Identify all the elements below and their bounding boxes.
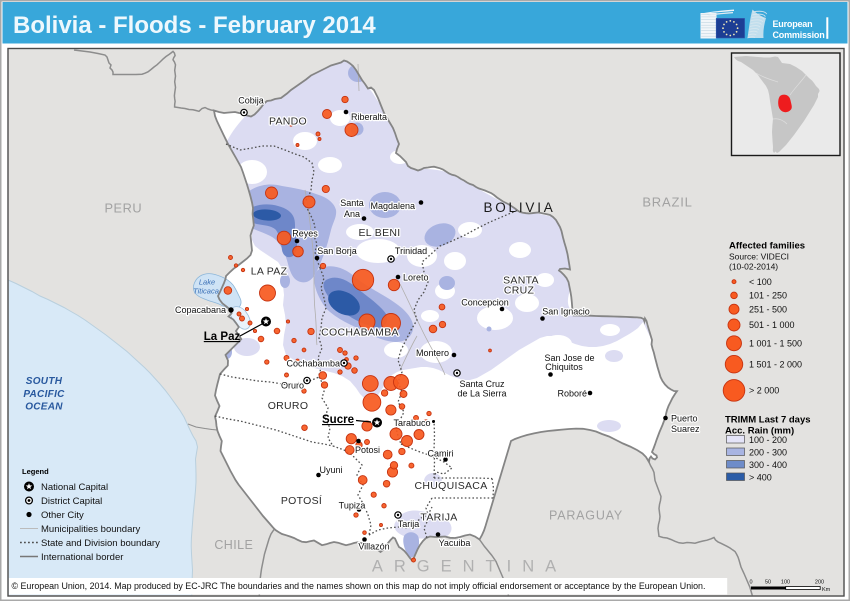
svg-text:100 - 200: 100 - 200 [749, 435, 787, 445]
svg-text:European: European [773, 19, 813, 29]
svg-text:300 - 400: 300 - 400 [749, 460, 787, 470]
svg-text:1 001 - 1 500: 1 001 - 1 500 [749, 339, 802, 349]
svg-text:Cobija: Cobija [238, 96, 264, 106]
svg-text:State and Division boundary: State and Division boundary [41, 538, 160, 549]
svg-text:San Ignacio: San Ignacio [542, 307, 590, 317]
svg-text:Suarez: Suarez [671, 424, 700, 434]
svg-text:PERU: PERU [105, 201, 143, 216]
svg-text:Uyuni: Uyuni [319, 465, 342, 475]
svg-text:EL BENI: EL BENI [359, 227, 401, 239]
svg-text:Chiquitos: Chiquitos [545, 362, 583, 372]
svg-text:Lake: Lake [199, 278, 215, 287]
svg-text:CHILE: CHILE [214, 538, 253, 552]
svg-text:SANTA: SANTA [503, 275, 539, 287]
svg-text:PANDO: PANDO [269, 116, 307, 128]
svg-text:< 100: < 100 [749, 277, 772, 287]
svg-text:PACIFIC: PACIFIC [23, 389, 65, 400]
svg-text:Oruro: Oruro [281, 381, 304, 391]
svg-text:501 - 1 000: 501 - 1 000 [749, 320, 795, 330]
svg-text:de La Sierra: de La Sierra [457, 389, 506, 399]
svg-text:OCEAN: OCEAN [25, 402, 63, 413]
svg-text:> 2 000: > 2 000 [749, 386, 779, 396]
svg-text:Titicaca: Titicaca [193, 287, 219, 296]
svg-text:Affected families: Affected families [729, 241, 805, 252]
svg-text:San Borja: San Borja [317, 246, 357, 256]
svg-text:Source: VIDECI: Source: VIDECI [729, 252, 789, 262]
svg-text:San Jose de: San Jose de [544, 353, 594, 363]
svg-text:TRIMM Last 7 days: TRIMM Last 7 days [725, 415, 811, 426]
svg-text:International border: International border [41, 552, 123, 563]
svg-text:Villazón: Villazón [358, 542, 389, 552]
svg-text:Sucre: Sucre [322, 414, 354, 426]
svg-text:0: 0 [749, 580, 752, 586]
svg-text:SOUTH: SOUTH [26, 376, 63, 387]
svg-text:ORURO: ORURO [268, 400, 309, 412]
svg-text:200 - 300: 200 - 300 [749, 448, 787, 458]
svg-text:101 - 250: 101 - 250 [749, 291, 787, 301]
svg-text:100: 100 [781, 580, 790, 586]
svg-text:Ana: Ana [344, 209, 360, 219]
svg-text:COCHABAMBA: COCHABAMBA [321, 327, 399, 339]
svg-text:Riberalta: Riberalta [351, 112, 387, 122]
svg-text:Municipalities boundary: Municipalities boundary [41, 524, 141, 535]
svg-text:Magdalena: Magdalena [370, 201, 415, 211]
svg-text:Bolivia - Floods - February 20: Bolivia - Floods - February 2014 [13, 12, 376, 39]
svg-text:200: 200 [815, 580, 824, 586]
svg-text:Other City: Other City [41, 510, 84, 521]
svg-text:Trinidad: Trinidad [395, 246, 427, 256]
svg-text:Santa Cruz: Santa Cruz [459, 379, 505, 389]
svg-text:CHUQUISACA: CHUQUISACA [414, 480, 487, 492]
svg-text:Legend: Legend [22, 467, 49, 476]
svg-text:Tarabuco: Tarabuco [393, 418, 430, 428]
svg-text:Loreto: Loreto [403, 273, 429, 283]
svg-text:Santa: Santa [340, 198, 364, 208]
svg-text:Yacuiba: Yacuiba [439, 538, 471, 548]
svg-text:Concepcion: Concepcion [461, 298, 509, 308]
svg-text:BRAZIL: BRAZIL [642, 195, 692, 210]
svg-text:Roboré: Roboré [557, 389, 587, 399]
svg-text:National Capital: National Capital [41, 482, 108, 493]
svg-text:LA PAZ: LA PAZ [251, 266, 288, 278]
svg-text:Potosi: Potosi [355, 445, 380, 455]
svg-text:251 - 500: 251 - 500 [749, 304, 787, 314]
svg-text:Copacabana: Copacabana [175, 305, 226, 315]
svg-text:District Capital: District Capital [41, 496, 102, 507]
svg-text:BOLIVIA: BOLIVIA [483, 200, 555, 215]
svg-text:Montero: Montero [416, 348, 449, 358]
svg-text:© European Union, 2014. Map pr: © European Union, 2014. Map produced by … [12, 581, 706, 591]
svg-text:1 501 - 2 000: 1 501 - 2 000 [749, 359, 802, 369]
svg-text:50: 50 [765, 580, 771, 586]
svg-text:Puerto: Puerto [671, 414, 698, 424]
svg-text:PARAGUAY: PARAGUAY [549, 509, 623, 523]
svg-text:ARGENTINA: ARGENTINA [372, 558, 567, 576]
svg-text:(10-02-2014): (10-02-2014) [729, 262, 778, 272]
svg-text:POTOSÍ: POTOSÍ [281, 494, 322, 507]
svg-text:TARIJA: TARIJA [420, 512, 457, 524]
svg-text:CRUZ: CRUZ [504, 285, 535, 297]
svg-text:Tupiza: Tupiza [339, 501, 366, 511]
svg-text:Commission: Commission [773, 30, 825, 40]
svg-text:Tarija: Tarija [398, 519, 420, 529]
svg-text:La Paz: La Paz [204, 331, 241, 343]
svg-text:Acc. Rain (mm): Acc. Rain (mm) [725, 426, 794, 437]
svg-text:Reyes: Reyes [292, 229, 318, 239]
svg-text:Camiri: Camiri [428, 449, 454, 459]
svg-text:Cochabamba: Cochabamba [286, 359, 340, 369]
svg-text:> 400: > 400 [749, 473, 772, 483]
svg-text:Km: Km [822, 587, 831, 593]
